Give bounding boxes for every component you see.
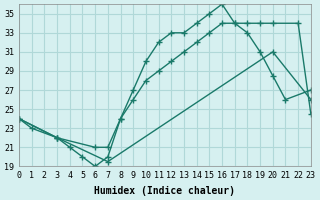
- X-axis label: Humidex (Indice chaleur): Humidex (Indice chaleur): [94, 186, 236, 196]
